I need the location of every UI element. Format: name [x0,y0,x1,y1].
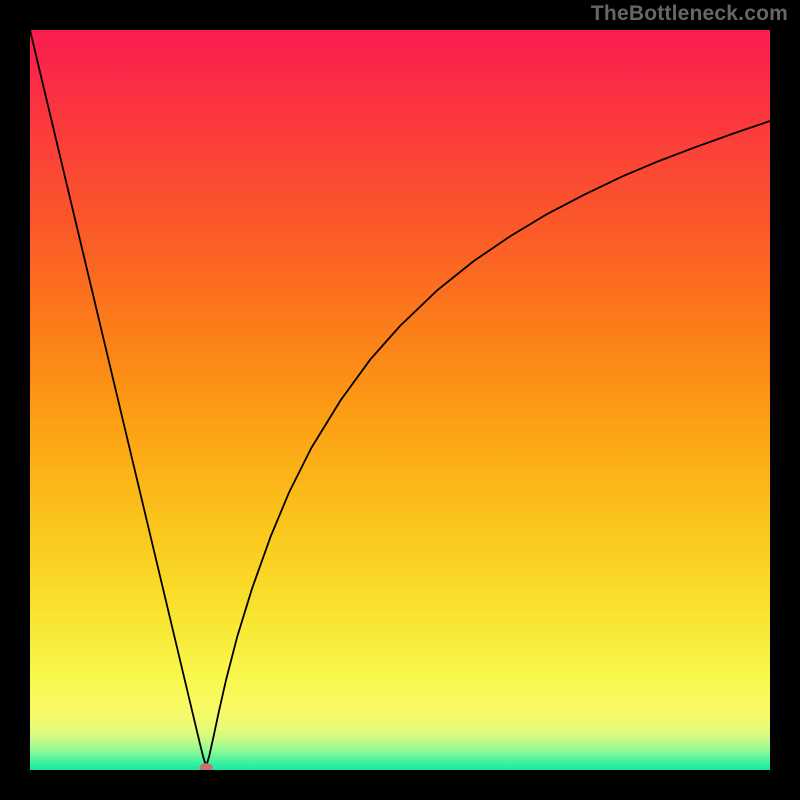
chart-svg [0,0,800,800]
chart-frame: TheBottleneck.com [0,0,800,800]
watermark-text: TheBottleneck.com [591,2,788,26]
border-right [770,0,800,800]
border-left [0,0,30,800]
border-bottom [0,770,800,800]
plot-background [30,30,770,770]
